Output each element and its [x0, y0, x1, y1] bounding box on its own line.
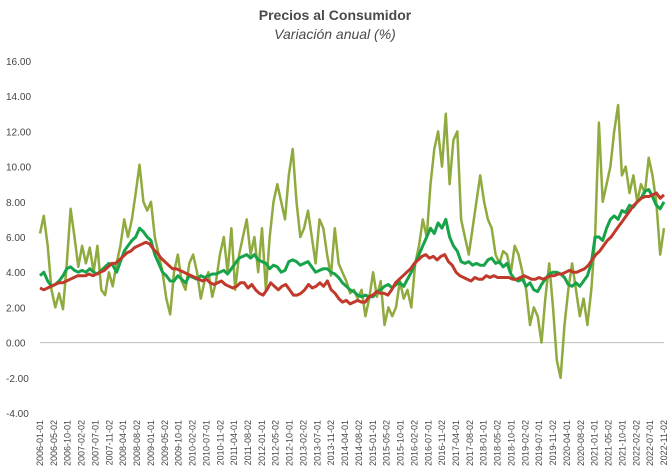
- x-tick-label: 2009-01-01: [146, 420, 156, 466]
- x-tick-label: 2021-10-01: [617, 420, 627, 466]
- y-tick-label: 2.00: [6, 303, 26, 314]
- y-axis: 16.00 14.00 12.00 10.00 8.00 6.00 4.00 2.00 0.00…: [6, 57, 664, 420]
- x-tick-label: 2012-01-01: [257, 420, 267, 466]
- series-line-2: [39, 191, 666, 306]
- x-tick-label: 2006-05-02: [49, 420, 59, 466]
- x-tick-label: 2019-02-02: [520, 420, 530, 466]
- x-tick-label: 2022-02-02: [631, 420, 641, 466]
- x-tick-label: 2021-01-01: [590, 420, 600, 466]
- x-tick-label: 2016-07-01: [423, 420, 433, 466]
- x-tick-label: 2012-10-01: [285, 420, 295, 466]
- x-tick-label: 2007-02-02: [77, 420, 87, 466]
- x-tick-label: 2010-02-02: [188, 420, 198, 466]
- x-tick-label: 2008-04-01: [118, 420, 128, 466]
- x-tick-label: 2016-11-02: [437, 420, 447, 465]
- x-tick-label: 2013-07-01: [312, 420, 322, 466]
- x-tick-label: 2010-11-02: [215, 420, 225, 465]
- series-layer: [38, 103, 666, 380]
- x-tick-label: 2022-11-02: [659, 420, 669, 465]
- y-tick-label: 12.00: [6, 127, 31, 138]
- chart-subtitle: Variación anual (%): [274, 26, 396, 42]
- x-tick-label: 2006-01-01: [35, 420, 45, 466]
- x-tick-label: 2008-08-02: [132, 420, 142, 466]
- y-tick-label: -2.00: [6, 374, 29, 385]
- x-tick-label: 2015-10-01: [396, 420, 406, 466]
- x-tick-label: 2013-02-02: [298, 420, 308, 466]
- x-tick-label: 2019-07-01: [534, 420, 544, 466]
- y-tick-label: -4.00: [6, 409, 29, 420]
- x-tick-label: 2020-08-02: [576, 420, 586, 466]
- x-tick-label: 2007-07-01: [90, 420, 100, 466]
- x-tick-label: 2018-01-01: [479, 420, 489, 466]
- x-tick-label: 2022-07-01: [645, 420, 655, 466]
- y-tick-label: 0.00: [6, 339, 26, 350]
- x-tick-label: 2018-10-01: [506, 420, 516, 466]
- y-tick-label: 10.00: [6, 163, 31, 174]
- y-tick-label: 14.00: [6, 92, 31, 103]
- x-tick-label: 2012-05-02: [271, 420, 281, 466]
- x-tick-label: 2009-10-01: [174, 420, 184, 466]
- y-tick-label: 16.00: [6, 57, 31, 68]
- x-tick-label: 2006-10-01: [63, 420, 73, 466]
- x-tick-label: 2015-05-02: [382, 420, 392, 466]
- x-tick-label: 2021-05-02: [604, 420, 614, 466]
- x-tick-label: 2009-05-02: [160, 420, 170, 466]
- x-tick-label: 2017-04-01: [451, 420, 461, 466]
- x-tick-label: 2011-08-02: [243, 420, 253, 465]
- x-tick-label: 2010-07-01: [201, 420, 211, 466]
- x-tick-label: 2015-01-01: [368, 420, 378, 466]
- x-tick-label: 2011-04-01: [229, 420, 239, 465]
- y-tick-label: 4.00: [6, 268, 26, 279]
- x-tick-label: 2020-04-01: [562, 420, 572, 466]
- x-tick-label: 2014-04-01: [340, 420, 350, 466]
- x-tick-label: 2014-08-02: [354, 420, 364, 466]
- x-tick-label: 2018-05-02: [493, 420, 503, 466]
- series-line-0: [38, 103, 666, 380]
- x-tick-label: 2007-11-02: [104, 420, 114, 465]
- x-tick-label: 2019-11-02: [548, 420, 558, 465]
- x-tick-label: 2017-08-02: [465, 420, 475, 466]
- x-tick-label: 2016-02-02: [409, 420, 419, 466]
- y-tick-label: 6.00: [6, 233, 26, 244]
- x-axis: 2006-01-01 2006-05-02 2006-10-01 2007-02-02…: [35, 420, 669, 466]
- y-tick-label: 8.00: [6, 198, 26, 209]
- chart-title: Precios al Consumidor: [258, 7, 412, 23]
- x-tick-label: 2013-11-02: [326, 420, 336, 465]
